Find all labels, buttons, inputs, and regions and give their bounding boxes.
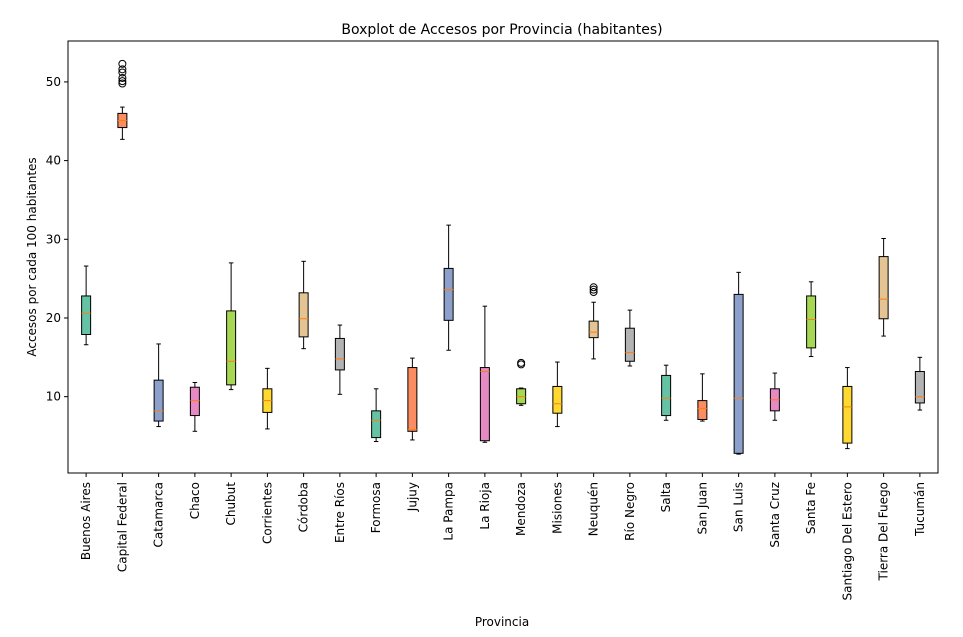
box bbox=[588, 320, 599, 339]
box-group bbox=[806, 281, 817, 358]
x-tick-label: San Luis bbox=[732, 482, 746, 532]
box-group bbox=[624, 309, 635, 367]
box-group bbox=[516, 358, 527, 406]
axes-frame bbox=[67, 40, 939, 474]
y-axis: 10 20 30 40 50 bbox=[46, 75, 68, 404]
box bbox=[81, 295, 92, 336]
outlier-point bbox=[118, 68, 127, 77]
x-tick-label: Tierra Del Fuego bbox=[877, 482, 891, 581]
box-group bbox=[443, 224, 454, 351]
y-tick-label: 20 bbox=[46, 311, 61, 325]
box bbox=[842, 385, 853, 444]
box-group bbox=[661, 364, 672, 421]
box-group bbox=[334, 324, 345, 395]
box-group bbox=[153, 343, 164, 428]
box-group bbox=[479, 305, 490, 443]
box bbox=[733, 293, 744, 454]
x-axis-label: Provincia bbox=[475, 615, 529, 629]
box bbox=[479, 367, 490, 442]
x-tick-label: Corrientes bbox=[260, 482, 274, 544]
outlier-point bbox=[517, 360, 526, 369]
box-group bbox=[407, 357, 418, 441]
outlier-point bbox=[118, 79, 127, 88]
box bbox=[334, 337, 345, 371]
outlier-point bbox=[517, 358, 526, 367]
box-group bbox=[733, 271, 744, 455]
box bbox=[806, 295, 817, 349]
box bbox=[624, 327, 635, 362]
x-tick-label: Entre Ríos bbox=[333, 482, 347, 543]
box-group bbox=[298, 260, 309, 350]
box-group bbox=[697, 373, 708, 422]
box-group bbox=[262, 367, 273, 430]
outlier-point bbox=[118, 59, 127, 68]
x-tick-label: Jujuy bbox=[405, 482, 419, 512]
box bbox=[661, 374, 672, 417]
x-tick-label: Santiago Del Estero bbox=[840, 482, 854, 600]
y-axis-label: Accesos por cada 100 habitantes bbox=[25, 157, 39, 356]
box-group bbox=[226, 262, 237, 391]
outlier-point bbox=[589, 288, 598, 297]
x-tick-label: Mendoza bbox=[514, 482, 528, 536]
x-tick-label: Salta bbox=[659, 482, 673, 512]
box bbox=[153, 379, 164, 422]
box bbox=[407, 367, 418, 432]
box bbox=[878, 256, 889, 320]
box bbox=[443, 267, 454, 321]
y-tick-label: 10 bbox=[46, 390, 61, 404]
x-tick-label: Santa Fe bbox=[804, 482, 818, 534]
box bbox=[371, 410, 382, 439]
x-tick-label: Río Negro bbox=[623, 482, 637, 541]
x-tick-label: Misiones bbox=[550, 482, 564, 534]
x-tick-label: Córdoba bbox=[297, 482, 311, 532]
x-tick-label: Formosa bbox=[369, 482, 383, 533]
y-tick-label: 50 bbox=[46, 75, 61, 89]
x-tick-label: San Juan bbox=[695, 482, 709, 535]
x-tick-label: Capital Federal bbox=[115, 482, 129, 572]
x-tick-label: Chubut bbox=[224, 482, 238, 526]
box bbox=[552, 385, 563, 414]
box bbox=[914, 370, 925, 404]
box-group bbox=[588, 283, 599, 360]
chart-title: Boxplot de Accesos por Provincia (habita… bbox=[341, 22, 662, 38]
x-tick-label: La Rioja bbox=[478, 482, 492, 530]
x-tick-label: La Pampa bbox=[442, 482, 456, 541]
box-group bbox=[189, 382, 200, 432]
x-tick-label: Chaco bbox=[188, 482, 202, 519]
box-group bbox=[81, 265, 92, 346]
y-tick-label: 30 bbox=[46, 232, 61, 246]
outlier-point bbox=[118, 73, 127, 82]
plot-area bbox=[81, 59, 925, 455]
y-tick-label: 40 bbox=[46, 154, 61, 168]
box bbox=[697, 400, 708, 420]
x-tick-label: Neuquén bbox=[587, 482, 601, 536]
outlier-point bbox=[589, 285, 598, 294]
x-axis: Buenos Aires Capital Federal Catamarca Chac… bbox=[79, 473, 927, 600]
x-tick-label: Santa Cruz bbox=[768, 482, 782, 548]
x-tick-label: Tucumán bbox=[913, 482, 927, 537]
x-tick-label: Buenos Aires bbox=[79, 482, 93, 560]
box-group bbox=[878, 238, 889, 337]
outlier-point bbox=[118, 77, 127, 86]
box-group bbox=[842, 367, 853, 450]
box-group bbox=[371, 388, 382, 443]
box-group bbox=[914, 356, 925, 411]
x-tick-label: Catamarca bbox=[152, 482, 166, 547]
box bbox=[298, 292, 309, 338]
box-group bbox=[117, 59, 128, 140]
box bbox=[189, 386, 200, 417]
box-group bbox=[552, 361, 563, 428]
box bbox=[226, 310, 237, 386]
outlier-point bbox=[118, 65, 127, 74]
outlier-point bbox=[589, 283, 598, 292]
box-group bbox=[769, 372, 780, 421]
